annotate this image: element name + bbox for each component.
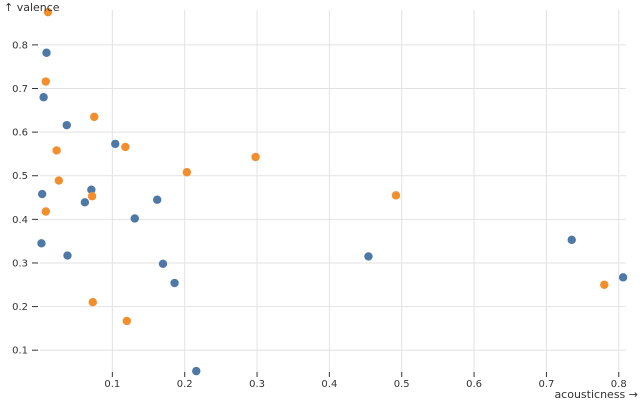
x-axis: 0.1 0.2 0.3 0.4 0.5 0.6 0.7 0.8 — [104, 372, 627, 390]
data-point-series-1 — [42, 48, 51, 57]
data-point-series-1 — [130, 214, 139, 223]
data-point-series-1 — [39, 93, 48, 102]
data-point-series-2 — [600, 280, 609, 289]
data-point-series-2 — [391, 191, 401, 200]
x-tick-label: 0.2 — [177, 379, 193, 390]
data-point-series-1 — [62, 120, 71, 130]
data-point-series-1 — [111, 139, 120, 149]
data-point-series-1 — [153, 195, 162, 204]
x-tick-label: 0.5 — [394, 379, 410, 390]
data-point-series-1 — [37, 239, 46, 248]
x-tick-label: 0.1 — [104, 379, 120, 390]
data-point-series-2 — [43, 7, 53, 17]
data-point-series-1 — [63, 251, 72, 260]
y-tick-label: 0.8 — [12, 40, 28, 51]
x-tick-label: 0.7 — [538, 379, 554, 390]
data-point-series-1 — [567, 235, 576, 245]
y-axis-label: ↑ valence — [4, 1, 60, 14]
data-point-series-1 — [170, 278, 179, 288]
data-point-series-2 — [182, 168, 192, 177]
data-point-series-2 — [87, 192, 97, 201]
y-tick-label: 0.1 — [12, 346, 28, 357]
data-point-series-2 — [251, 152, 260, 162]
data-point-series-2 — [122, 316, 132, 326]
data-point-series-1 — [87, 185, 96, 194]
y-tick-label: 0.5 — [12, 171, 28, 182]
x-tick-label: 0.4 — [321, 379, 337, 390]
x-axis-label: acousticness → — [554, 388, 638, 400]
x-tick-label: 0.8 — [611, 379, 627, 390]
data-point-series-2 — [54, 176, 64, 185]
y-tick-label: 0.4 — [12, 215, 28, 226]
data-points — [37, 7, 628, 376]
data-point-series-1 — [364, 252, 373, 261]
data-point-series-2 — [41, 77, 50, 86]
y-tick-label: 0.7 — [12, 84, 28, 95]
data-point-series-1 — [158, 259, 168, 269]
data-point-series-2 — [88, 298, 98, 307]
x-tick-label: 0.3 — [249, 379, 265, 390]
y-axis: 0.1 0.2 0.3 0.4 0.5 0.6 0.7 0.8 — [12, 40, 38, 357]
x-tick-label: 0.6 — [466, 379, 482, 390]
data-point-series-2 — [90, 112, 99, 122]
y-tick-label: 0.3 — [12, 258, 28, 269]
y-tick-label: 0.6 — [12, 128, 28, 139]
data-point-series-1 — [192, 366, 201, 376]
data-point-series-1 — [80, 198, 90, 207]
data-point-series-1 — [618, 273, 628, 282]
data-point-series-1 — [37, 189, 47, 199]
data-point-series-2 — [52, 146, 61, 155]
y-tick-label: 0.2 — [12, 302, 28, 313]
data-point-series-2 — [121, 142, 130, 152]
data-point-series-2 — [41, 207, 50, 216]
